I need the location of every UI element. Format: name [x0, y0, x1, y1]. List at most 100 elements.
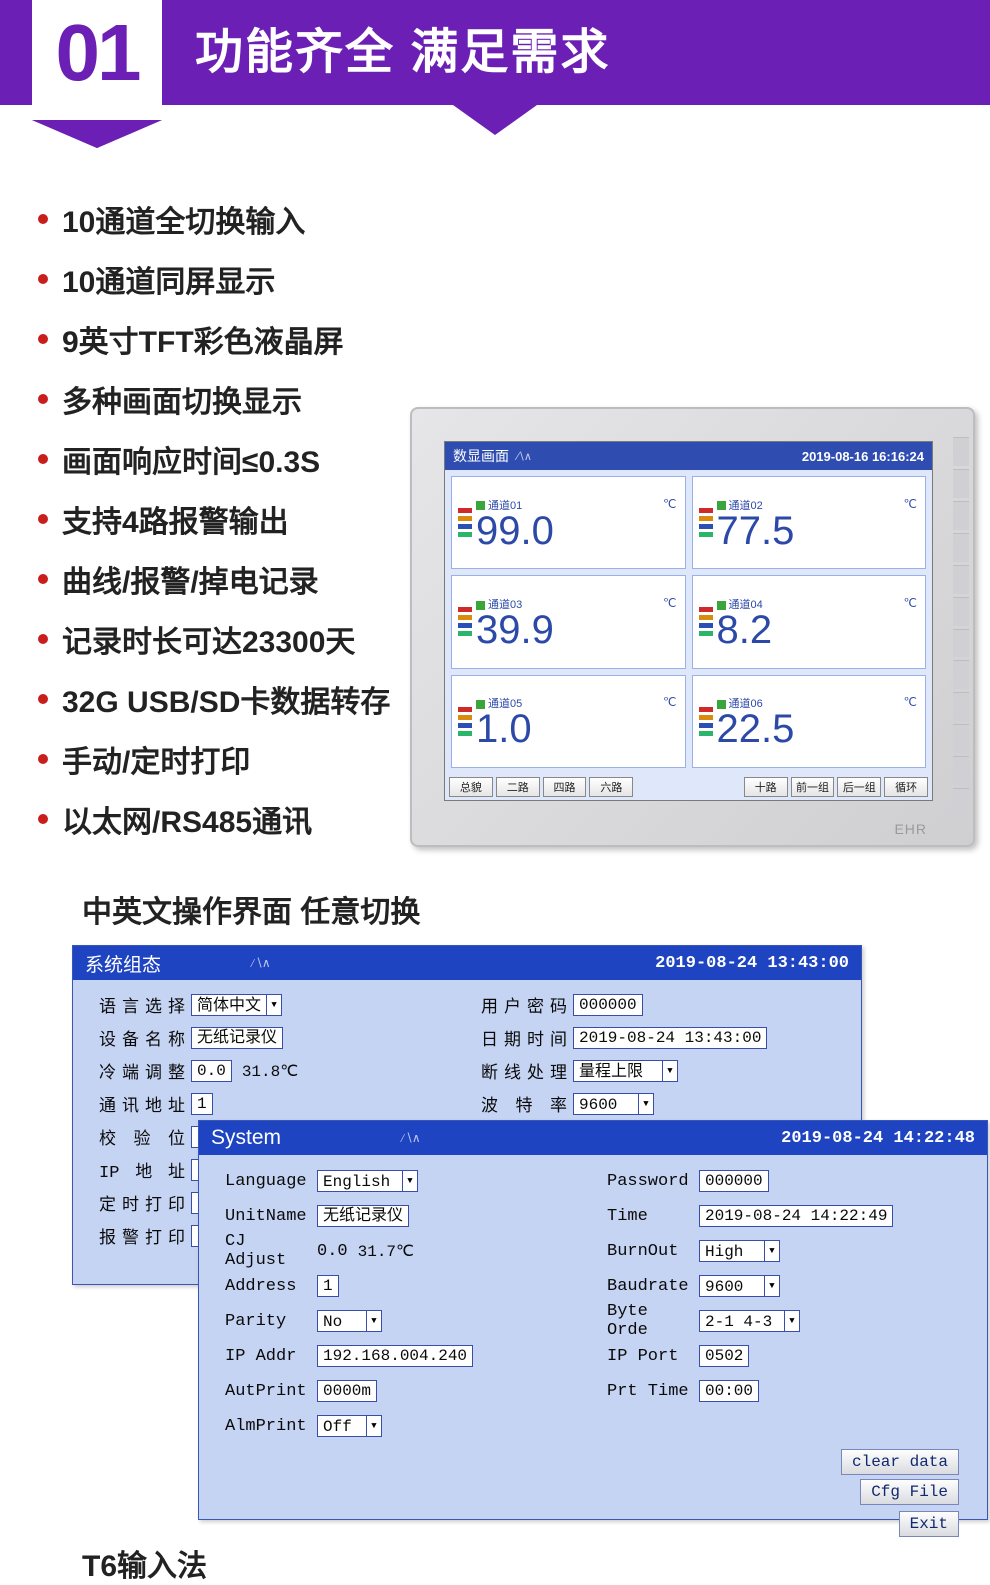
text-input[interactable]: 无纸记录仪	[317, 1205, 409, 1227]
dropdown-caret-icon[interactable]: ▼	[764, 1240, 780, 1262]
text-input[interactable]: 0502	[699, 1345, 749, 1367]
channel-unit: ℃	[904, 596, 917, 610]
field-label: AlmPrint	[225, 1417, 317, 1436]
panel-title: System	[211, 1126, 281, 1150]
device-nav-button[interactable]: 十路	[744, 777, 788, 797]
form-row: Prt Time00:00	[607, 1375, 971, 1407]
device-mockup: 数显画面 ∕∖∧ 2019-08-16 16:16:24 通道01℃99.0通道…	[410, 407, 975, 847]
device-nav-button[interactable]: 六路	[589, 777, 633, 797]
field-label: UnitName	[225, 1207, 317, 1226]
feature-text: 多种画面切换显示	[62, 377, 302, 421]
device-nav-button[interactable]: 后一组	[837, 777, 881, 797]
field-label: 冷端调整	[99, 1058, 191, 1084]
form-row: CJ Adjust0.031.7℃	[225, 1235, 589, 1267]
channel-unit: ℃	[663, 695, 676, 709]
channel-label: 通道05	[476, 695, 522, 711]
form-row: 语言选择简体中文▼	[99, 990, 463, 1020]
device-nav-button[interactable]: 前一组	[791, 777, 835, 797]
field-label: 通讯地址	[99, 1091, 191, 1117]
brand-logo-icon: ∕∖∧	[517, 450, 531, 463]
device-nav-button[interactable]: 四路	[543, 777, 587, 797]
select-input[interactable]: 9600	[573, 1093, 639, 1115]
dropdown-caret-icon[interactable]: ▼	[764, 1275, 780, 1297]
bullet-icon	[38, 694, 48, 704]
text-input[interactable]: 000000	[699, 1170, 769, 1192]
channel-unit: ℃	[904, 695, 917, 709]
text-input[interactable]: 00:00	[699, 1380, 759, 1402]
feature-text: 画面响应时间≤0.3S	[62, 437, 320, 481]
form-row: 断线处理量程上限▼	[481, 1056, 845, 1086]
field-label: 报警打印	[99, 1223, 191, 1249]
field-label: Address	[225, 1277, 317, 1296]
device-nav-button[interactable]: 循环	[884, 777, 928, 797]
text-input[interactable]: 2019-08-24 14:22:49	[699, 1205, 893, 1227]
text-input[interactable]: 0000m	[317, 1380, 377, 1402]
bullet-icon	[38, 514, 48, 524]
feature-text: 手动/定时打印	[62, 737, 250, 781]
bullet-icon	[38, 634, 48, 644]
header-number-badge: 01	[32, 0, 162, 120]
channel-cell: 通道02℃77.5	[692, 476, 927, 569]
config-panels: 系统组态 ∕∖∧ 2019-08-24 13:43:00 语言选择简体中文▼设备…	[0, 945, 990, 1535]
vent-slots-icon	[953, 437, 969, 817]
clear-data-button[interactable]: clear data	[841, 1449, 959, 1475]
bullet-icon	[38, 334, 48, 344]
select-input[interactable]: No	[317, 1310, 367, 1332]
text-input[interactable]: 0.0	[191, 1060, 232, 1082]
select-input[interactable]: English	[317, 1170, 403, 1192]
dropdown-caret-icon[interactable]: ▼	[638, 1093, 654, 1115]
subheading-language-switch: 中英文操作界面 任意切换	[0, 857, 990, 945]
form-row: 设备名称无纸记录仪	[99, 1023, 463, 1053]
channel-unit: ℃	[904, 497, 917, 511]
exit-button[interactable]: Exit	[899, 1511, 959, 1537]
device-nav-button[interactable]: 总貌	[449, 777, 493, 797]
text-input[interactable]: 2019-08-24 13:43:00	[573, 1027, 767, 1049]
text-input[interactable]: 192.168.004.240	[317, 1345, 473, 1367]
feature-text: 记录时长可达23300天	[62, 617, 355, 661]
dropdown-caret-icon[interactable]: ▼	[266, 994, 282, 1016]
field-label: IP Port	[607, 1347, 699, 1366]
field-label: 设备名称	[99, 1025, 191, 1051]
dropdown-caret-icon[interactable]: ▼	[366, 1310, 382, 1332]
field-label: 定时打印	[99, 1190, 191, 1216]
channel-unit: ℃	[663, 596, 676, 610]
feature-item: 9英寸TFT彩色液晶屏	[38, 317, 990, 361]
form-row: BurnOutHigh▼	[607, 1235, 971, 1267]
feature-text: 10通道同屏显示	[62, 257, 275, 301]
field-label: Byte Orde	[607, 1302, 699, 1340]
channel-cell: 通道04℃8.2	[692, 575, 927, 668]
select-input[interactable]: High	[699, 1240, 765, 1262]
channel-label: 通道01	[476, 497, 522, 513]
select-input[interactable]: 9600	[699, 1275, 765, 1297]
feature-text: 10通道全切换输入	[62, 197, 305, 241]
panel-datetime: 2019-08-24 14:22:48	[781, 1129, 975, 1148]
bullet-icon	[38, 814, 48, 824]
device-titlebar: 数显画面 ∕∖∧ 2019-08-16 16:16:24	[445, 442, 932, 470]
field-label: IP Addr	[225, 1347, 317, 1366]
dropdown-caret-icon[interactable]: ▼	[662, 1060, 678, 1082]
feature-text: 32G USB/SD卡数据转存	[62, 677, 390, 721]
channel-cell: 通道01℃99.0	[451, 476, 686, 569]
header-number: 01	[32, 0, 162, 105]
form-row: Baudrate9600▼	[607, 1270, 971, 1302]
text-input[interactable]: 1	[317, 1275, 339, 1297]
cfg-file-button[interactable]: Cfg File	[860, 1479, 959, 1505]
field-suffix: 31.7℃	[358, 1241, 414, 1261]
dropdown-caret-icon[interactable]: ▼	[366, 1415, 382, 1437]
text-input[interactable]: 1	[191, 1093, 213, 1115]
dropdown-caret-icon[interactable]: ▼	[402, 1170, 418, 1192]
select-input[interactable]: 量程上限	[573, 1060, 663, 1082]
channel-cell: 通道06℃22.5	[692, 675, 927, 768]
field-label: 语言选择	[99, 992, 191, 1018]
text-input[interactable]: 000000	[573, 994, 643, 1016]
channel-cell: 通道03℃39.9	[451, 575, 686, 668]
text-input[interactable]: 无纸记录仪	[191, 1027, 283, 1049]
dropdown-caret-icon[interactable]: ▼	[784, 1310, 800, 1332]
device-nav-button[interactable]: 二路	[496, 777, 540, 797]
feature-item: 10通道同屏显示	[38, 257, 990, 301]
select-input[interactable]: 简体中文	[191, 994, 267, 1016]
panel-titlebar: System ∕∖∧ 2019-08-24 14:22:48	[199, 1121, 987, 1155]
select-input[interactable]: 2-1 4-3	[699, 1310, 785, 1332]
section-header: 01 功能齐全 满足需求	[0, 0, 990, 105]
select-input[interactable]: Off	[317, 1415, 367, 1437]
